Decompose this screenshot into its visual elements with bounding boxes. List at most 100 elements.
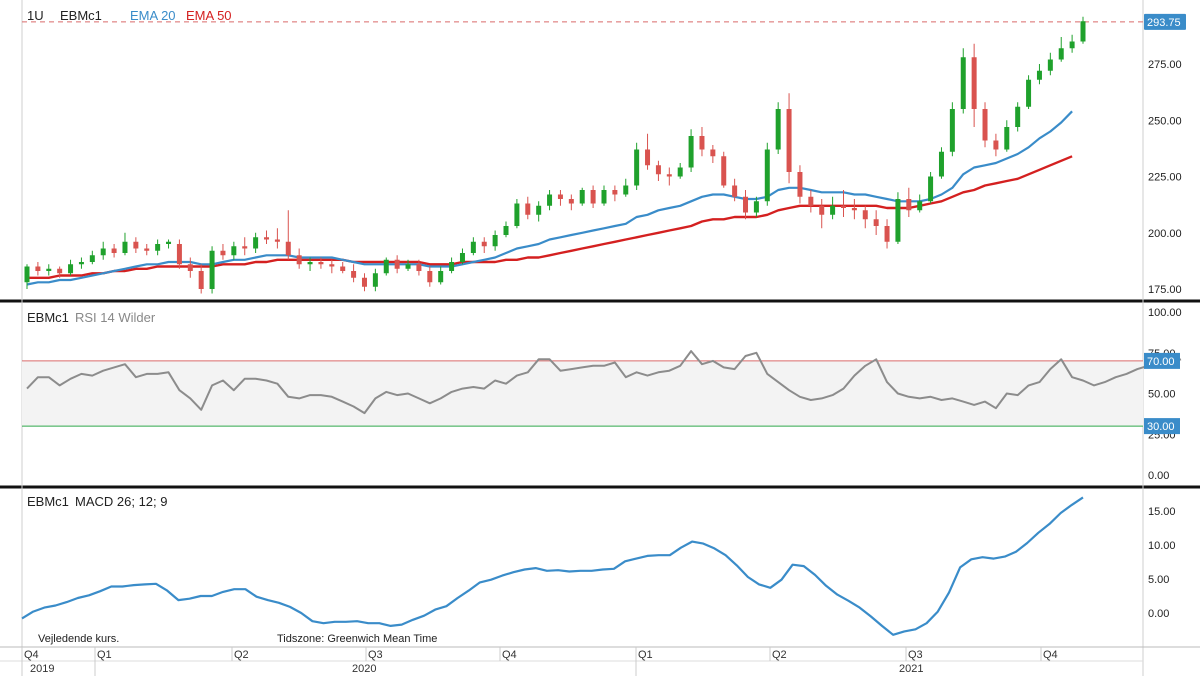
candle-body bbox=[862, 210, 868, 220]
rsi-tick-label: 100.00 bbox=[1148, 307, 1182, 319]
candle-body bbox=[840, 205, 846, 208]
candle-body bbox=[296, 255, 302, 265]
ema20-legend[interactable]: EMA 20 bbox=[130, 8, 176, 23]
candle-body bbox=[732, 185, 738, 197]
macd-tick-label: 5.00 bbox=[1148, 574, 1169, 586]
candle bbox=[24, 264, 30, 289]
macd-pane: 0.00 5.00 10.00 15.00 bbox=[21, 496, 1176, 636]
candle-body bbox=[492, 235, 498, 247]
candle bbox=[209, 246, 215, 294]
symbol-label: EBMc1 bbox=[60, 8, 102, 23]
candle bbox=[579, 187, 585, 206]
candle-body bbox=[220, 250, 226, 256]
candle-body bbox=[481, 241, 487, 247]
candle-body bbox=[24, 266, 30, 283]
candle bbox=[514, 199, 520, 229]
candle-body bbox=[78, 262, 84, 265]
timezone-note: Tidszone: Greenwich Mean Time bbox=[277, 633, 438, 645]
candle bbox=[198, 264, 204, 294]
candle bbox=[590, 185, 596, 208]
candle bbox=[819, 199, 825, 229]
candle-body bbox=[971, 57, 977, 109]
candle-body bbox=[89, 255, 95, 262]
candle-body bbox=[1058, 48, 1064, 60]
candle-body bbox=[166, 241, 172, 244]
candle-body bbox=[57, 268, 63, 274]
candle-body bbox=[688, 136, 694, 168]
candle bbox=[438, 266, 444, 285]
candle bbox=[547, 190, 553, 211]
candle bbox=[906, 187, 912, 217]
candle-body bbox=[253, 237, 259, 249]
candle-body bbox=[928, 176, 934, 202]
candle bbox=[645, 133, 651, 170]
candle bbox=[89, 250, 95, 265]
macd-tick-label: 10.00 bbox=[1148, 540, 1176, 552]
rsi-tick-label: 0.00 bbox=[1148, 470, 1169, 482]
candle-body bbox=[122, 241, 128, 253]
candle bbox=[1015, 102, 1021, 132]
candle-body bbox=[917, 201, 923, 211]
candle-body bbox=[601, 190, 607, 204]
candle-body bbox=[884, 226, 890, 242]
candle-body bbox=[503, 226, 509, 235]
candle bbox=[764, 142, 770, 206]
candle-body bbox=[612, 190, 618, 195]
candle-body bbox=[176, 244, 182, 265]
candle-body bbox=[568, 199, 574, 204]
rsi-symbol-label: EBMc1 bbox=[27, 310, 69, 325]
candle-body bbox=[514, 203, 520, 226]
candle bbox=[971, 43, 977, 127]
candle-body bbox=[1080, 21, 1086, 42]
macd-tick-label: 15.00 bbox=[1148, 506, 1176, 518]
candle-body bbox=[960, 57, 966, 109]
candle-body bbox=[35, 266, 41, 271]
candle bbox=[612, 185, 618, 202]
candle bbox=[361, 273, 367, 292]
candle-body bbox=[764, 149, 770, 202]
candle-body bbox=[264, 237, 270, 240]
candle-body bbox=[133, 241, 139, 249]
candle-body bbox=[982, 109, 988, 141]
year-label: 2020 bbox=[352, 663, 376, 675]
rsi-upper-badge bbox=[1144, 352, 1180, 369]
candle bbox=[830, 196, 836, 220]
ema50-legend[interactable]: EMA 50 bbox=[186, 8, 232, 23]
macd-indicator-label[interactable]: MACD 26; 12; 9 bbox=[75, 494, 168, 509]
candle-body bbox=[721, 156, 727, 186]
rsi-band-fill bbox=[22, 360, 1143, 427]
quarter-label: Q4 bbox=[24, 649, 39, 661]
candle bbox=[144, 244, 150, 256]
candle-body bbox=[416, 264, 422, 271]
last-price-badge bbox=[1144, 13, 1186, 30]
candle-body bbox=[590, 190, 596, 204]
candle bbox=[862, 205, 868, 229]
candle bbox=[557, 190, 563, 206]
candle-body bbox=[361, 277, 367, 287]
candle bbox=[166, 239, 172, 249]
candle-body bbox=[1015, 106, 1021, 127]
candle-body bbox=[547, 194, 553, 206]
candle bbox=[938, 147, 944, 179]
candle bbox=[601, 185, 607, 206]
price-tick-label: 250.00 bbox=[1148, 115, 1182, 127]
interval-label[interactable]: 1U bbox=[27, 8, 44, 23]
macd-symbol-label: EBMc1 bbox=[27, 494, 69, 509]
candle-body bbox=[100, 248, 106, 256]
candle-body bbox=[786, 109, 792, 172]
candle-body bbox=[372, 273, 378, 287]
candle bbox=[416, 259, 422, 276]
rsi-line bbox=[26, 350, 1182, 415]
candle-body bbox=[1047, 59, 1053, 71]
candle-body bbox=[797, 172, 803, 197]
candle bbox=[394, 255, 400, 274]
candle bbox=[122, 232, 128, 256]
candle-body bbox=[329, 264, 335, 267]
candle-body bbox=[231, 246, 237, 256]
ema50-line bbox=[27, 155, 1073, 279]
candle bbox=[917, 194, 923, 213]
price-tick-label: 200.00 bbox=[1148, 228, 1182, 240]
rsi-indicator-label[interactable]: RSI 14 Wilder bbox=[75, 310, 156, 325]
